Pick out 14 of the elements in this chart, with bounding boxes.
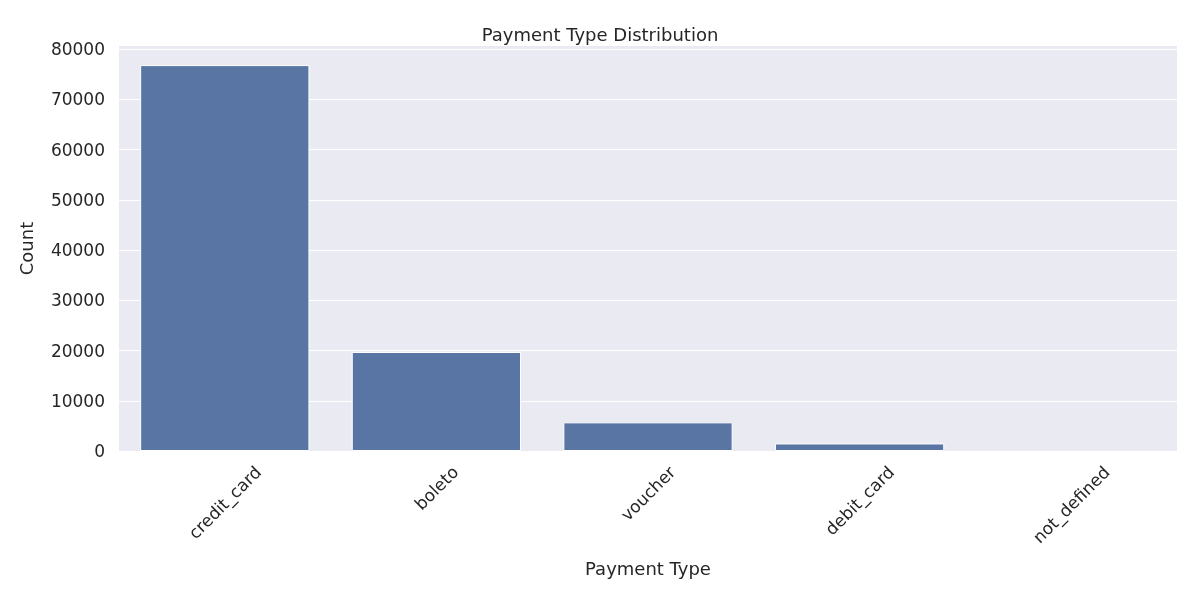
y-tick-label: 60000 (50, 139, 105, 160)
y-axis-title: Count (15, 221, 37, 276)
y-tick-label: 30000 (50, 290, 105, 311)
y-tick-label: 70000 (50, 89, 105, 110)
y-tick-label: 40000 (50, 240, 105, 261)
y-tick-label: 50000 (50, 189, 105, 210)
bar (563, 422, 733, 451)
x-axis-title: Payment Type (585, 557, 711, 579)
y-tick-label: 0 (94, 441, 105, 461)
bar (774, 443, 945, 451)
y-tick-label: 20000 (50, 340, 105, 361)
y-tick-label: 10000 (50, 390, 105, 411)
y-tick-label: 80000 (50, 39, 105, 60)
chart-title: Payment Type Distribution (481, 23, 719, 45)
